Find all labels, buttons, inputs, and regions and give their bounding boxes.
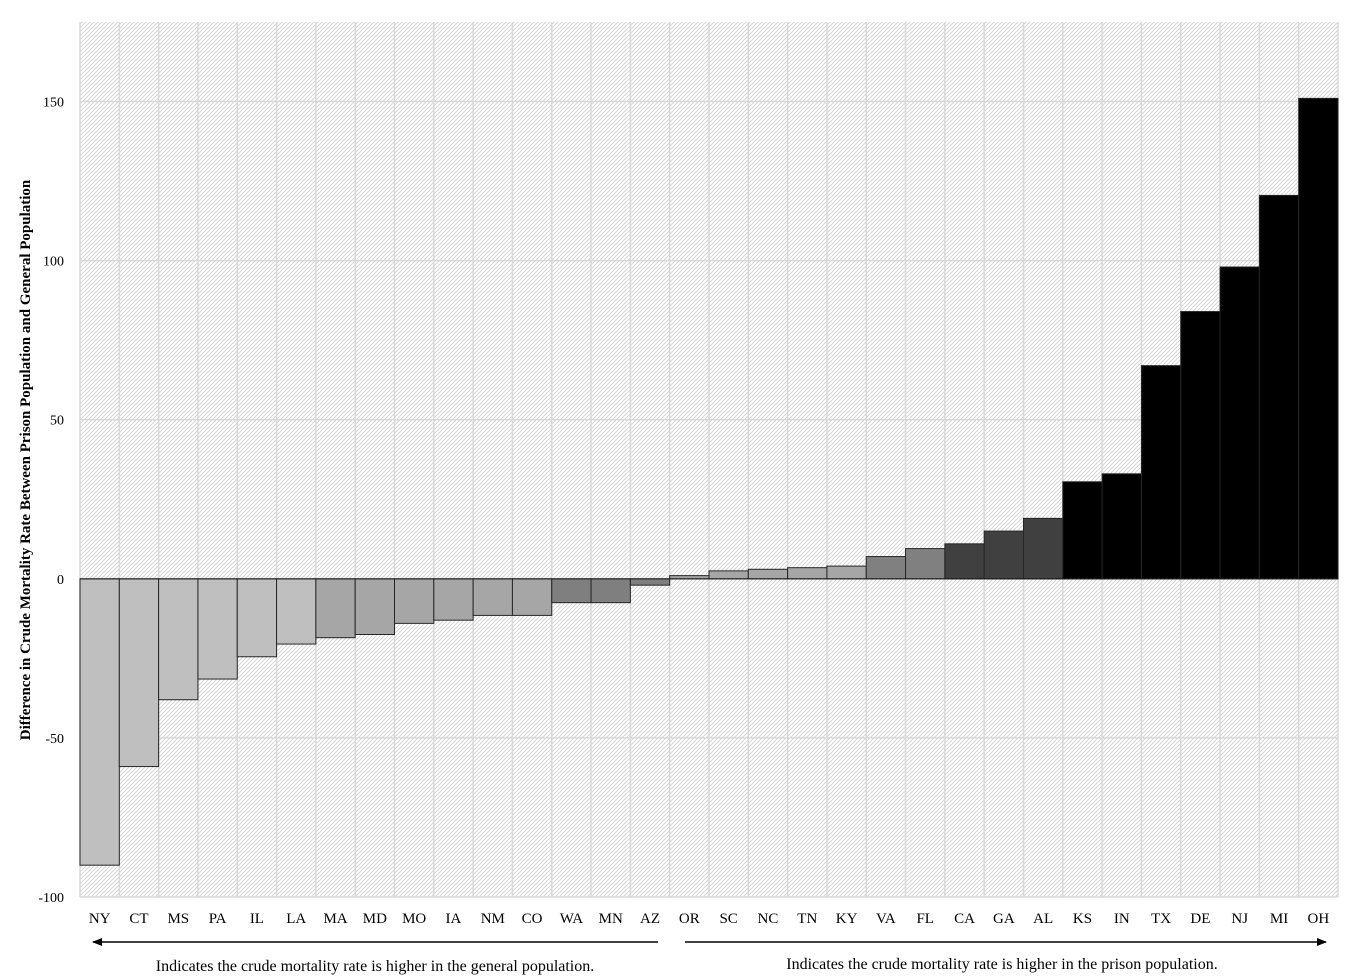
x-tick-label: TN	[797, 911, 817, 927]
bar-pa	[197, 578, 238, 680]
annotation-prison-population: Indicates the crude mortality rate is hi…	[786, 956, 1217, 973]
bar-sc	[708, 570, 749, 580]
x-tick-label: KY	[836, 911, 858, 927]
y-tick-label: 150	[43, 96, 64, 111]
bars	[79, 97, 1339, 866]
y-axis-label: Difference in Crude Mortality Rate Betwe…	[18, 179, 34, 740]
x-tick-label: MA	[323, 911, 347, 927]
bar-ny	[79, 578, 120, 866]
bar-in	[1101, 473, 1142, 580]
annotation-general-population: Indicates the crude mortality rate is hi…	[156, 958, 595, 975]
x-tick-label: IL	[250, 911, 264, 927]
bar-tx	[1140, 365, 1182, 580]
x-tick-label: MD	[363, 911, 387, 927]
x-tick-label: MS	[167, 911, 189, 927]
bar-ky	[826, 565, 867, 580]
bar-ks	[1062, 481, 1103, 580]
bar-az	[629, 578, 671, 586]
x-tick-label: CT	[129, 911, 148, 927]
x-tick-label: KS	[1073, 911, 1092, 927]
x-tick-label: NY	[89, 911, 111, 927]
bar-mn	[590, 578, 631, 604]
bar-oh	[1298, 97, 1339, 580]
bar-nc	[747, 568, 789, 580]
y-tick-label: 0	[57, 573, 64, 588]
x-tick-label: CA	[954, 911, 975, 927]
bar-de	[1180, 311, 1221, 580]
x-tick-label: NC	[758, 911, 779, 927]
x-axis-ticks: NY CT MS PA IL LA MA MD MO IA NM CO WA MN AZ OR SC NC TN KY…	[89, 911, 1330, 927]
bar-mi	[1258, 194, 1300, 580]
x-tick-label: GA	[993, 911, 1015, 927]
x-tick-label: AL	[1033, 911, 1053, 927]
y-tick-label: -50	[45, 732, 64, 747]
x-tick-label: MN	[599, 911, 623, 927]
x-tick-label: SC	[719, 911, 737, 927]
bar-mo	[394, 578, 435, 624]
x-tick-label: IN	[1114, 911, 1130, 927]
x-tick-label: OR	[679, 911, 700, 927]
x-tick-label: IA	[446, 911, 462, 927]
x-tick-label: OH	[1308, 911, 1330, 927]
y-tick-label: 50	[50, 414, 64, 429]
y-tick-label: 100	[43, 255, 64, 270]
bar-co	[511, 578, 553, 616]
x-tick-label: TX	[1151, 911, 1171, 927]
bar-va	[865, 556, 907, 580]
x-tick-label: DE	[1190, 911, 1210, 927]
x-tick-label: NM	[481, 911, 505, 927]
x-tick-label: NJ	[1231, 911, 1248, 927]
x-tick-label: FL	[916, 911, 934, 927]
bar-ct	[118, 578, 160, 768]
bar-al	[1023, 517, 1064, 580]
bar-nm	[472, 578, 513, 616]
x-tick-label: CO	[522, 911, 543, 927]
x-tick-label: MI	[1270, 911, 1288, 927]
bar-ms	[158, 578, 199, 701]
x-tick-label: AZ	[640, 911, 660, 927]
bar-nj	[1219, 266, 1260, 580]
bar-fl	[905, 548, 946, 580]
bar-tn	[787, 567, 828, 580]
bar-ma	[315, 578, 356, 639]
bar-il	[236, 578, 278, 658]
y-tick-label: -100	[38, 891, 64, 906]
x-tick-label: WA	[560, 911, 583, 927]
x-tick-label: VA	[876, 911, 896, 927]
gridlines	[79, 22, 1339, 898]
bar-la	[276, 578, 317, 645]
bar-wa	[551, 578, 592, 604]
x-tick-label: MO	[402, 911, 426, 927]
bar-md	[354, 578, 395, 635]
x-tick-label: LA	[286, 911, 306, 927]
y-axis-ticks: 150 100 50 0 -50 -100	[38, 96, 64, 906]
x-tick-label: PA	[209, 911, 227, 927]
bar-ca	[944, 543, 985, 580]
bar-ia	[433, 578, 474, 621]
bar-ga	[983, 530, 1024, 580]
